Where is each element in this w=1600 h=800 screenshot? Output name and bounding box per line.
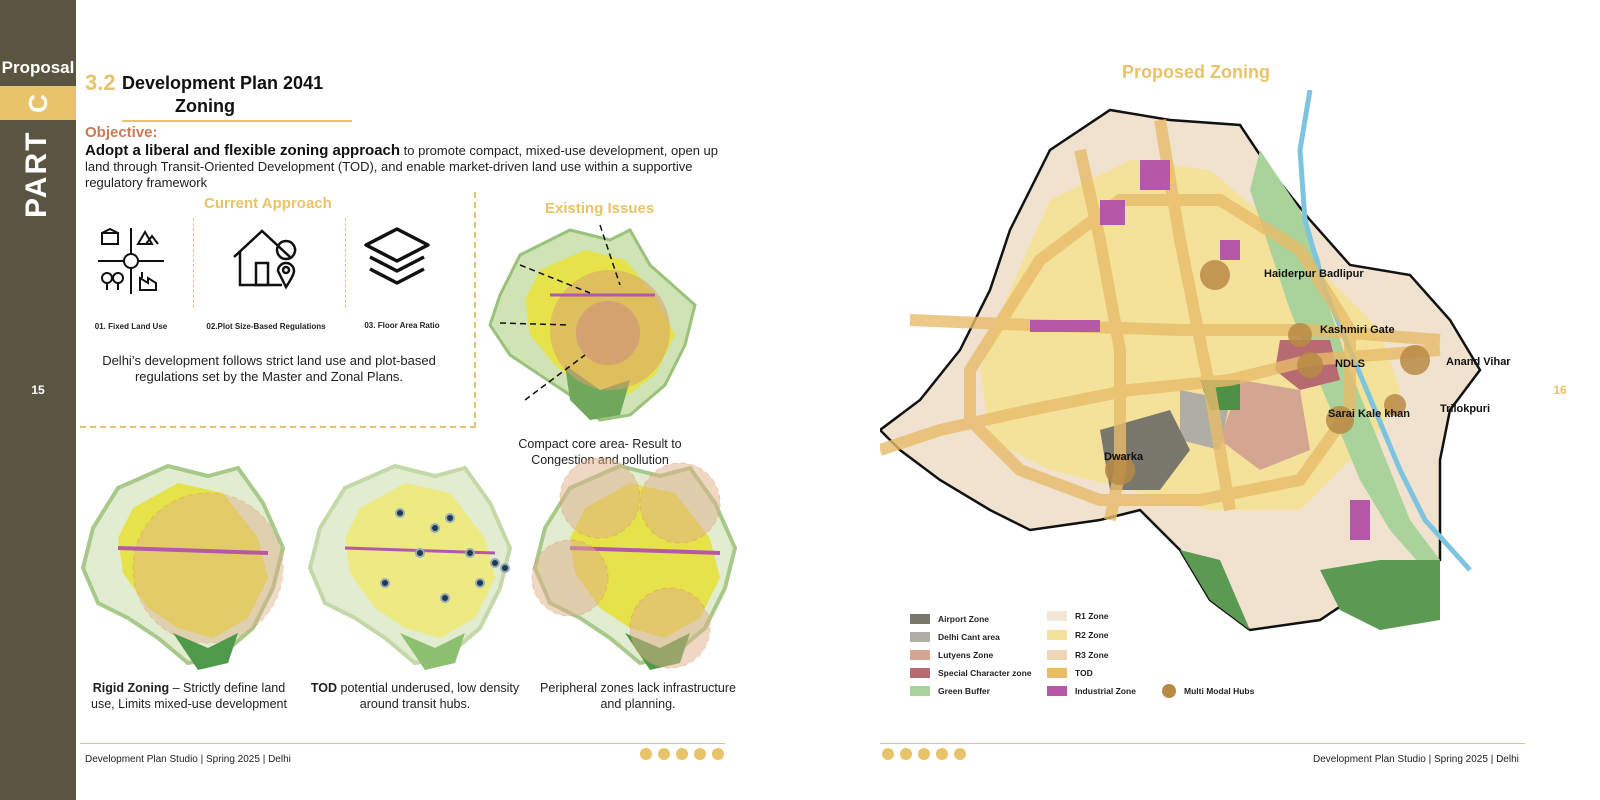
legend-swatch bbox=[1047, 611, 1067, 621]
legend-label: Delhi Cant area bbox=[938, 632, 1000, 642]
page-dot bbox=[658, 748, 670, 760]
legend-swatch bbox=[1047, 650, 1067, 660]
page-dots-left bbox=[640, 748, 724, 760]
section-subtitle: Zoning bbox=[175, 96, 235, 116]
legend-label: R3 Zone bbox=[1075, 650, 1109, 660]
title-underline bbox=[122, 120, 352, 122]
legend-tod: TOD bbox=[1047, 668, 1093, 678]
current-approach-box bbox=[80, 192, 476, 428]
proposed-zoning-title: Proposed Zoning bbox=[1122, 62, 1270, 82]
legend-swatch bbox=[910, 686, 930, 696]
tod-text: potential underused, low density around … bbox=[337, 681, 520, 711]
divider bbox=[345, 218, 346, 308]
footer-left: Development Plan Studio | Spring 2025 | … bbox=[85, 754, 291, 765]
map-label-ndls: NDLS bbox=[1335, 358, 1365, 370]
page-number-right: 16 bbox=[1553, 383, 1567, 397]
legend-label: Lutyens Zone bbox=[938, 650, 994, 660]
objective-bold: Adopt a liberal and flexible zoning appr… bbox=[85, 142, 401, 159]
page-dot bbox=[954, 748, 966, 760]
legend-label: Green Buffer bbox=[938, 686, 990, 696]
footer-right: Development Plan Studio | Spring 2025 | … bbox=[1313, 754, 1519, 765]
legend-multi-modal-hubs: Multi Modal Hubs bbox=[1162, 684, 1254, 698]
objective-body: to promote compact, mixed-use developmen… bbox=[85, 143, 719, 190]
legend-r2-zone: R2 Zone bbox=[1047, 630, 1109, 640]
page-number-left: 15 bbox=[31, 383, 45, 397]
legend-label: Multi Modal Hubs bbox=[1184, 686, 1255, 696]
legend-swatch bbox=[910, 632, 930, 642]
map-label-anand-vihar: Anand Vihar bbox=[1446, 356, 1511, 368]
tod-potential-map bbox=[307, 463, 513, 670]
existing-issues-map bbox=[488, 224, 697, 422]
footer-rule-right bbox=[880, 743, 1525, 744]
layers-icon bbox=[364, 227, 430, 285]
legend-lutyens: Lutyens Zone bbox=[910, 650, 993, 660]
proposal-label: Proposal bbox=[1, 58, 75, 77]
divider bbox=[193, 218, 194, 308]
objective-label: Objective: bbox=[85, 124, 158, 141]
peripheral-zones-map bbox=[531, 458, 738, 670]
legend-delhi-cant: Delhi Cant area bbox=[910, 632, 1000, 642]
part-label: PART bbox=[20, 130, 53, 218]
tod-caption: TOD potential underused, low density aro… bbox=[305, 680, 525, 712]
legend-swatch bbox=[910, 614, 930, 624]
part-label-wrap: PART bbox=[20, 128, 56, 218]
legend-airport-zone: Airport Zone bbox=[910, 614, 989, 624]
legend-swatch bbox=[910, 650, 930, 660]
approach-caption-3: 03. Floor Area Ratio bbox=[364, 321, 440, 330]
approach-caption-1: 01. Fixed Land Use bbox=[94, 322, 168, 331]
legend-label: Airport Zone bbox=[938, 614, 989, 624]
rigid-zoning-text: – Strictly define land use, Limits mixed… bbox=[91, 681, 287, 711]
legend-label: Industrial Zone bbox=[1075, 686, 1136, 696]
section-number: 3.2 bbox=[85, 70, 116, 95]
house-location-icon bbox=[233, 229, 297, 290]
page-dot bbox=[936, 748, 948, 760]
current-approach-description: Delhi’s development follows strict land … bbox=[102, 353, 436, 384]
part-sidebar: Proposal C PART 15 bbox=[0, 0, 76, 800]
legend-label: R2 Zone bbox=[1075, 630, 1109, 640]
map-label-sarai-kale-khan: Sarai Kale khan bbox=[1328, 408, 1410, 420]
approach-caption-2: 02.Plot Size-Based Regulations bbox=[206, 322, 326, 331]
legend-r3-zone: R3 Zone bbox=[1047, 650, 1109, 660]
legend-label: Special Character zone bbox=[938, 668, 1032, 678]
page-dot bbox=[900, 748, 912, 760]
peripheral-caption: Peripheral zones lack infrastructure and… bbox=[540, 681, 736, 711]
rigid-zoning-bold: Rigid Zoning bbox=[92, 681, 170, 695]
tod-bold: TOD bbox=[310, 681, 338, 695]
legend-label: R1 Zone bbox=[1075, 611, 1109, 621]
proposed-zoning-map bbox=[880, 90, 1482, 632]
rigid-zoning-map bbox=[80, 463, 286, 670]
page-dot bbox=[918, 748, 930, 760]
legend-swatch bbox=[1047, 686, 1067, 696]
land-use-icon bbox=[98, 228, 164, 294]
page-dot bbox=[694, 748, 706, 760]
legend-label: TOD bbox=[1075, 668, 1093, 678]
legend-r1-zone: R1 Zone bbox=[1047, 611, 1109, 621]
objective-text: Adopt a liberal and flexible zoning appr… bbox=[85, 143, 735, 191]
legend-industrial: Industrial Zone bbox=[1047, 686, 1136, 696]
map-label-trilokpuri: Trilokpuri bbox=[1440, 403, 1491, 415]
page-dot bbox=[640, 748, 652, 760]
page-dot bbox=[712, 748, 724, 760]
map-label-haiderpur: Haiderpur Badlipur bbox=[1264, 268, 1364, 280]
footer-rule-left bbox=[80, 743, 725, 744]
rigid-zoning-caption: Rigid Zoning – Strictly define land use,… bbox=[84, 680, 294, 712]
page-dot bbox=[882, 748, 894, 760]
legend-swatch bbox=[1162, 684, 1176, 698]
existing-issues-title: Existing Issues bbox=[545, 200, 655, 217]
page-dots-right bbox=[882, 748, 966, 760]
legend-swatch bbox=[1047, 630, 1067, 640]
legend-green-buffer: Green Buffer bbox=[910, 686, 990, 696]
legend-swatch bbox=[1047, 668, 1067, 678]
legend-swatch bbox=[910, 668, 930, 678]
part-letter-badge: C bbox=[0, 86, 76, 120]
section-title: Development Plan 2041 bbox=[122, 73, 324, 93]
map-label-dwarka: Dwarka bbox=[1104, 451, 1144, 463]
page-dot bbox=[676, 748, 688, 760]
current-approach-title: Current Approach bbox=[204, 195, 332, 212]
part-letter: C bbox=[22, 93, 53, 113]
map-label-kashmiri-gate: Kashmiri Gate bbox=[1320, 324, 1395, 336]
legend-special-character: Special Character zone bbox=[910, 668, 1032, 678]
